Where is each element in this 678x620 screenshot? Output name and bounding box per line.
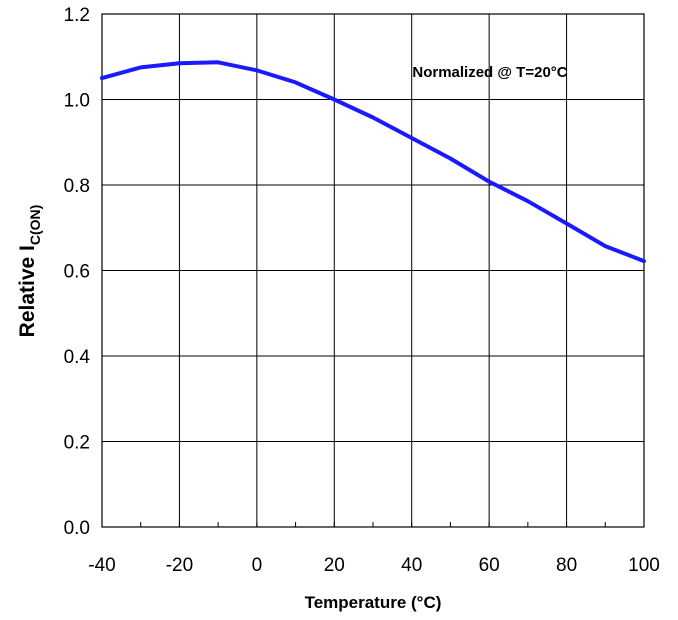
- y-tick-label: 0.2: [64, 433, 90, 454]
- axis-ticks: [101, 522, 645, 527]
- y-tick-label: 0.8: [64, 176, 90, 197]
- y-axis-label-main: Relative I: [16, 245, 39, 337]
- y-tick-label: 0.4: [64, 347, 91, 368]
- x-tick-label: 40: [401, 555, 422, 576]
- series-line: [100, 60, 646, 264]
- x-tick-label: 0: [252, 555, 263, 576]
- y-tick-label: 0.6: [64, 262, 90, 283]
- x-tick-label: 80: [556, 555, 577, 576]
- annotation: Normalized @ T=20°C: [412, 64, 567, 81]
- x-axis-label: Temperature (°C): [305, 593, 442, 612]
- y-axis-label-subscript: C(ON): [27, 205, 43, 245]
- y-tick-label: 1.0: [64, 91, 90, 112]
- x-tick-label: 20: [324, 555, 345, 576]
- x-tick-label: -40: [88, 555, 115, 576]
- x-tick-label: 60: [479, 555, 500, 576]
- series-layer: [100, 60, 646, 264]
- y-axis-label: Relative IC(ON): [16, 205, 43, 338]
- x-tick-label: 100: [628, 555, 660, 576]
- y-tick-label: 0.0: [64, 518, 90, 539]
- x-tick-label: -20: [166, 555, 193, 576]
- y-tick-label: 1.2: [64, 5, 90, 26]
- tick-labels: -40 -20 0 20 40 60 80 100 0.0 0.2 0.4 0.6 0.8 1.0 1.2: [64, 5, 660, 576]
- grid-lines: [101, 13, 645, 528]
